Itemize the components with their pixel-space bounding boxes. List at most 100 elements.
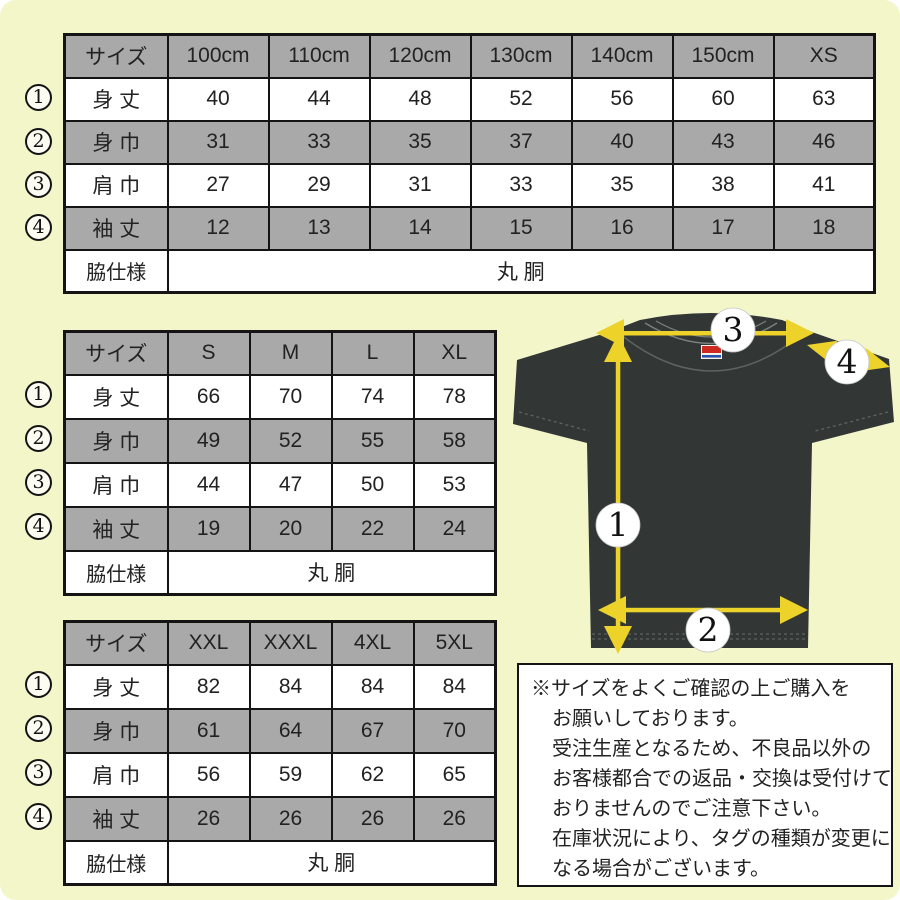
- svg-text:2: 2: [698, 610, 719, 649]
- row-label: 脇仕様: [63, 839, 169, 886]
- table-row: 袖 丈 26 26 26 26: [63, 795, 497, 842]
- cell-value: 丸 胴: [166, 549, 497, 596]
- cell-value: 47: [248, 461, 333, 508]
- cell-value: 18: [772, 205, 876, 251]
- size-table-adult: サイズ S M L XL 身 丈 66 70 74 78 身 巾 49 52 5…: [63, 330, 497, 596]
- cell-value: 64: [248, 707, 333, 754]
- cell-value: 15: [469, 205, 573, 251]
- cell-value: 27: [166, 162, 270, 208]
- column-header: 100cm: [166, 33, 270, 79]
- cell-value: 70: [412, 707, 497, 754]
- row-marker-2: 2: [25, 128, 52, 155]
- cell-value: 67: [330, 707, 415, 754]
- right-sleeve-stitch: [814, 411, 889, 432]
- table-row: 身 巾 49 52 55 58: [63, 417, 497, 464]
- cell-value: 59: [248, 751, 333, 798]
- cell-value: 24: [412, 505, 497, 552]
- row-label: 脇仕様: [63, 248, 169, 294]
- column-header: 4XL: [330, 620, 415, 666]
- row-label: 身 丈: [63, 663, 169, 710]
- cell-value: 84: [330, 663, 415, 710]
- cell-value: 44: [267, 76, 371, 122]
- table-row: 身 丈 82 84 84 84: [63, 663, 497, 710]
- column-header: XL: [412, 330, 497, 376]
- cell-value: 50: [330, 461, 415, 508]
- note-line: ※サイズをよくご確認の上ご購入を: [531, 678, 851, 700]
- measure-arrow-1: [604, 334, 632, 654]
- row-label: 袖 丈: [63, 505, 169, 552]
- cell-value: 26: [166, 795, 251, 842]
- cell-value: 31: [166, 119, 270, 165]
- cell-value: 17: [671, 205, 775, 251]
- cell-value: 29: [267, 162, 371, 208]
- column-header: 110cm: [267, 33, 371, 79]
- cell-value: 26: [330, 795, 415, 842]
- column-header: L: [330, 330, 415, 376]
- row-marker-3: 3: [25, 171, 52, 198]
- row-marker-2: 2: [25, 715, 52, 742]
- row-label: 肩 巾: [63, 461, 169, 508]
- cell-value: 63: [772, 76, 876, 122]
- row-label: 身 巾: [63, 119, 169, 165]
- svg-text:3: 3: [723, 310, 744, 349]
- column-header: 5XL: [412, 620, 497, 666]
- size-table-kids: サイズ 100cm 110cm 120cm 130cm 140cm 150cm …: [63, 33, 876, 294]
- table-row: 身 巾 61 64 67 70: [63, 707, 497, 754]
- shoulder-seam-line: [619, 333, 803, 372]
- table-row: サイズ 100cm 110cm 120cm 130cm 140cm 150cm …: [63, 33, 876, 79]
- cell-value: 53: [412, 461, 497, 508]
- cell-value: 70: [248, 373, 333, 420]
- row-marker-3: 3: [25, 469, 52, 496]
- row-label: 身 巾: [63, 707, 169, 754]
- table-row: 身 丈 40 44 48 52 56 60 63: [63, 76, 876, 122]
- cell-value: 84: [412, 663, 497, 710]
- cell-value: 82: [166, 663, 251, 710]
- table-row: 肩 巾 56 59 62 65: [63, 751, 497, 798]
- diagram-marker-4: 4: [824, 339, 870, 385]
- table-row: 脇仕様 丸 胴: [63, 248, 876, 294]
- cell-value: 74: [330, 373, 415, 420]
- cell-value: 33: [469, 162, 573, 208]
- note-line: お願いしております。: [552, 708, 749, 730]
- row-marker-4: 4: [25, 803, 52, 830]
- column-header: 120cm: [368, 33, 472, 79]
- cell-value: 52: [248, 417, 333, 464]
- left-sleeve-stitch: [518, 411, 590, 432]
- cell-value: 52: [469, 76, 573, 122]
- svg-text:4: 4: [837, 342, 858, 381]
- row-label: 脇仕様: [63, 549, 169, 596]
- note-line: お客様都合での返品・交換は受付けて: [552, 768, 892, 790]
- table-row: 袖 丈 19 20 22 24: [63, 505, 497, 552]
- row-label: 身 巾: [63, 417, 169, 464]
- tshirt-body: [513, 313, 894, 648]
- column-header: XXXL: [248, 620, 333, 666]
- row-marker-1: 1: [25, 381, 52, 408]
- cell-value: 49: [166, 417, 251, 464]
- table-row: 脇仕様 丸 胴: [63, 839, 497, 886]
- cell-value: 20: [248, 505, 333, 552]
- row-label: 袖 丈: [63, 795, 169, 842]
- diagram-marker-3: 3: [710, 307, 756, 353]
- cell-value: 43: [671, 119, 775, 165]
- cell-value: 丸 胴: [166, 248, 876, 294]
- table-row: 肩 巾 44 47 50 53: [63, 461, 497, 508]
- table-row: 袖 丈 12 13 14 15 16 17 18: [63, 205, 876, 251]
- cell-value: 38: [671, 162, 775, 208]
- column-header: XS: [772, 33, 876, 79]
- cell-value: 丸 胴: [166, 839, 497, 886]
- cell-value: 44: [166, 461, 251, 508]
- tshirt-measurement-diagram: 3 4 1 2: [505, 300, 900, 663]
- cell-value: 19: [166, 505, 251, 552]
- column-header: XXL: [166, 620, 251, 666]
- brand-tag-icon: [701, 345, 722, 359]
- table-row: サイズ S M L XL: [63, 330, 497, 376]
- column-header: サイズ: [63, 33, 169, 79]
- cell-value: 65: [412, 751, 497, 798]
- row-marker-2: 2: [25, 425, 52, 452]
- cell-value: 62: [330, 751, 415, 798]
- cell-value: 56: [166, 751, 251, 798]
- cell-value: 40: [166, 76, 270, 122]
- column-header: サイズ: [63, 620, 169, 666]
- row-marker-3: 3: [25, 759, 52, 786]
